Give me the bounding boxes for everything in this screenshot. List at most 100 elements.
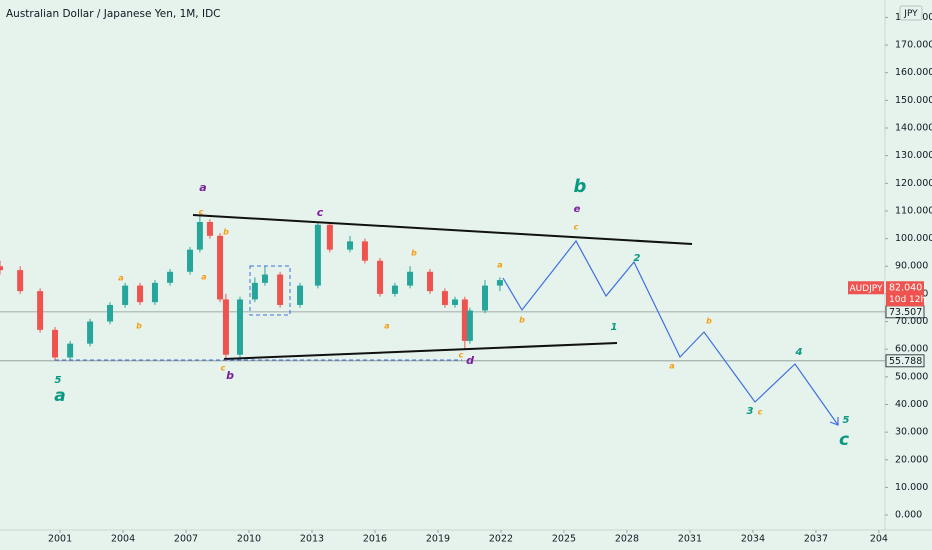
candle-body (222, 299, 229, 355)
candle-body (407, 271, 414, 286)
wave-label: d (466, 354, 474, 367)
y-tick-label: 30.000 (895, 427, 928, 438)
trendline (223, 342, 618, 360)
candle-body (217, 235, 224, 300)
wave-label: 3 (747, 406, 754, 417)
candle-body (451, 299, 458, 305)
symbol-badge (848, 281, 884, 295)
projection-arrow (829, 417, 839, 426)
trendline (192, 214, 693, 245)
wave-label: c (758, 408, 763, 417)
y-tick-label: 160.000 (895, 67, 932, 78)
wave-label: c (221, 364, 226, 373)
candle-body (496, 280, 503, 286)
x-tick-label: 2019 (426, 534, 450, 545)
candle-body (236, 299, 243, 355)
candle-body (297, 285, 304, 305)
wave-label: c (574, 223, 579, 232)
last-price-label: 82.040 (889, 282, 922, 293)
y-tick-label: 0.000 (895, 510, 922, 521)
y-tick-label: 10.000 (895, 482, 928, 493)
y-tick-label: 90.000 (895, 261, 928, 272)
y-tick-label: 40.000 (895, 399, 928, 410)
countdown-label: 10d 12h (889, 295, 926, 305)
candle-body (206, 222, 213, 236)
candle-body (391, 285, 398, 294)
candle-body (347, 241, 354, 250)
y-tick-label: 150.000 (895, 95, 932, 106)
x-tick-label: 204 (870, 534, 888, 545)
wave-label: 2 (634, 253, 641, 264)
wave-label: 5 (55, 375, 62, 386)
y-tick-label: 20.000 (895, 454, 928, 465)
x-tick-label: 2028 (615, 534, 639, 545)
x-tick-label: 2031 (678, 534, 702, 545)
y-tick-label: 120.000 (895, 178, 932, 189)
candle-body (107, 304, 114, 322)
currency-badge[interactable] (899, 5, 923, 21)
price-line-label: 73.507 (889, 307, 922, 318)
candle-body (137, 285, 144, 303)
candle-body (52, 329, 59, 358)
wave-label: c (839, 430, 849, 450)
candle-body (196, 222, 203, 250)
candle-body (314, 224, 321, 286)
last-price-badge (886, 281, 924, 307)
currency-label: JPY (903, 9, 918, 19)
candle-body (466, 310, 473, 341)
candle-body (37, 291, 44, 330)
y-tick-label: 70.000 (895, 316, 928, 327)
wave-label: c (199, 208, 204, 217)
wave-label: b (519, 316, 525, 325)
candle-body (17, 270, 24, 292)
wave-label: a (384, 322, 389, 331)
projection-path (502, 239, 839, 426)
candle-body (167, 271, 174, 283)
candle-body (0, 266, 3, 271)
y-tick-label: 110.000 (895, 205, 932, 216)
wave-label: a (54, 386, 65, 406)
wave-label: a (199, 181, 206, 194)
wave-label: b (223, 228, 229, 237)
candle-body (67, 343, 74, 358)
price-line-badge (885, 354, 925, 368)
candle-body (261, 274, 268, 283)
candle-body (187, 249, 194, 272)
y-tick-label: 170.000 (895, 40, 932, 51)
candle-body (251, 282, 258, 300)
candle-body (461, 299, 468, 341)
chart-title: Australian Dollar / Japanese Yen, 1M, ID… (6, 8, 221, 20)
wave-label: 5 (843, 415, 850, 426)
wave-label: b (411, 249, 417, 258)
wave-label: b (706, 317, 712, 326)
wave-label: b (574, 176, 587, 197)
candle-body (151, 282, 158, 303)
wave-label: 1 (611, 322, 618, 333)
dashed-box (249, 265, 291, 316)
symbol-label: AUDJPY (849, 284, 883, 294)
wave-label: c (317, 206, 324, 219)
candle-body (427, 271, 434, 292)
wave-label: a (118, 274, 123, 283)
candle-body (361, 241, 368, 261)
wave-label: e (574, 204, 581, 215)
x-tick-label: 2007 (174, 534, 198, 545)
y-tick-label: 60.000 (895, 344, 928, 355)
wave-label: a (497, 261, 502, 270)
wave-label: a (201, 273, 206, 282)
wave-label: b (136, 322, 142, 331)
x-tick-label: 2004 (111, 534, 135, 545)
x-tick-label: 2037 (804, 534, 828, 545)
price-line-label: 55.788 (889, 356, 922, 367)
x-tick-label: 2022 (489, 534, 513, 545)
candle-body (482, 285, 489, 311)
x-tick-label: 2016 (363, 534, 387, 545)
x-tick-label: 2010 (237, 534, 261, 545)
wave-label: 4 (795, 347, 803, 358)
candle-body (377, 260, 384, 294)
wave-label: c (459, 351, 464, 360)
